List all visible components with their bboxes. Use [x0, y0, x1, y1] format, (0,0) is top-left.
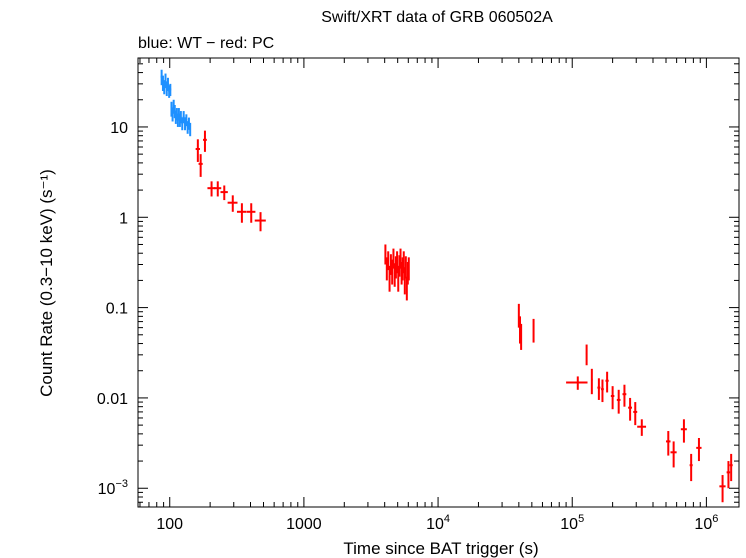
chart-subtitle: blue: WT − red: PC [138, 35, 274, 52]
data-point [402, 251, 405, 274]
data-point [246, 203, 256, 223]
data-point [610, 386, 615, 410]
data-point [517, 303, 520, 328]
x-tick-label: 1000 [286, 516, 322, 533]
x-tick-label: 106 [694, 513, 718, 533]
data-point [392, 248, 395, 269]
data-point [729, 453, 733, 482]
y-tick-label: 10−3 [98, 478, 128, 498]
x-axis-label: Time since BAT trigger (s) [343, 539, 538, 558]
tick-layer: 100 1000 104 105 106 10 1 0.1 0.01 10−3 [97, 58, 739, 533]
data-point [407, 257, 410, 281]
series-pc [195, 130, 733, 503]
y-tick-label: 0.1 [106, 301, 128, 318]
data-point [399, 248, 402, 269]
data-point [185, 114, 188, 127]
data-point [391, 259, 394, 285]
data-point [726, 461, 731, 489]
data-point [666, 431, 671, 456]
data-point [220, 185, 228, 201]
x-tick-label: 100 [156, 516, 183, 533]
data-point [670, 441, 677, 468]
data-point [601, 379, 604, 403]
data-point [605, 371, 609, 393]
data-point [520, 323, 523, 350]
data-point [689, 453, 693, 482]
data-point [628, 397, 633, 421]
data-point [637, 419, 647, 436]
x-tick-label: 104 [426, 513, 450, 533]
data-point [169, 83, 172, 97]
data-point [179, 111, 182, 124]
data-point [164, 73, 167, 88]
data-point [696, 438, 702, 462]
data-point [585, 344, 588, 366]
data-point [633, 402, 638, 426]
chart-title: Swift/XRT data of GRB 060502A [321, 9, 553, 26]
data-point [236, 203, 247, 223]
data-point [182, 111, 185, 124]
data-point [532, 318, 535, 343]
data-point [203, 130, 207, 152]
data-layer [160, 69, 733, 503]
y-axis-label: Count Rate (0.3−10 keV) (s⁻¹) [37, 169, 56, 397]
data-point [388, 265, 391, 292]
y-tick-label: 10 [110, 120, 128, 137]
data-point [254, 212, 266, 232]
x-tick-label: 105 [560, 513, 584, 533]
data-point [719, 475, 726, 503]
y-tick-label: 1 [119, 210, 128, 227]
data-point [404, 256, 407, 279]
series-wt [160, 69, 192, 137]
data-point [166, 77, 169, 92]
data-point [597, 378, 601, 400]
data-point [622, 384, 627, 407]
data-point [590, 368, 593, 395]
data-point [387, 251, 390, 271]
data-point [384, 244, 387, 265]
data-point [680, 419, 687, 443]
plot-frame [137, 57, 740, 508]
data-point [566, 376, 588, 390]
data-point [396, 251, 399, 274]
y-tick-label: 0.01 [97, 391, 128, 408]
data-point [616, 389, 621, 414]
data-point [227, 195, 238, 212]
data-point [198, 154, 203, 177]
data-point [214, 181, 222, 197]
data-point [189, 122, 192, 137]
data-point [195, 139, 200, 162]
